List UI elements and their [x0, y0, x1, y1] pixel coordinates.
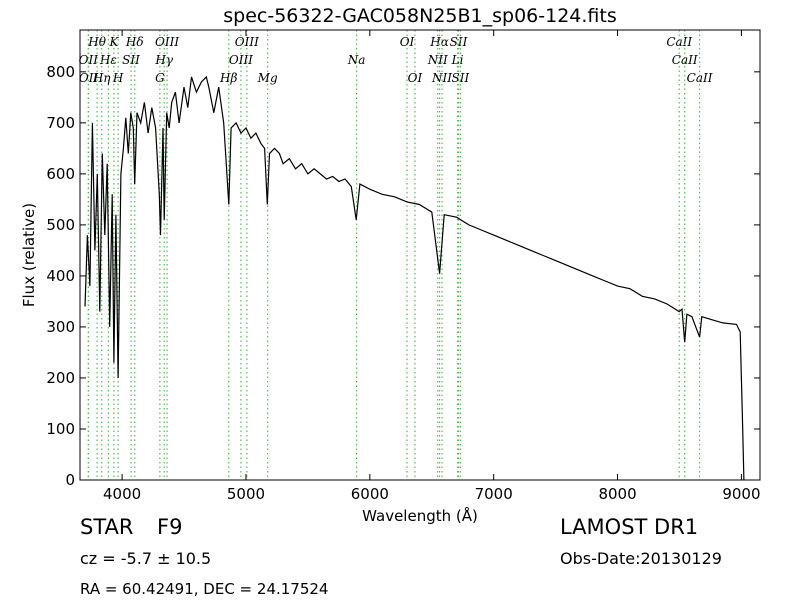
- obs-date: Obs-Date:20130129: [560, 549, 722, 568]
- line-label: Li: [451, 53, 464, 67]
- line-label: Hγ: [154, 53, 173, 67]
- y-tick-label: 100: [46, 420, 75, 438]
- x-tick-label: 4000: [103, 485, 141, 503]
- chart-title: spec-56322-GAC058N25B1_sp06-124.fits: [223, 5, 617, 27]
- line-label: SII: [452, 71, 470, 85]
- line-label: Mg: [257, 71, 278, 85]
- spectrum: [84, 75, 745, 481]
- line-label: NII: [431, 71, 452, 85]
- line-label: OIII: [235, 35, 259, 49]
- x-axis-label: Wavelength (Å): [362, 506, 478, 525]
- x-tick-label: 8000: [598, 485, 636, 503]
- line-label: NII: [427, 53, 448, 67]
- class-label: STAR: [80, 515, 133, 539]
- y-tick-label: 0: [65, 471, 75, 489]
- y-tick-label: 700: [46, 114, 75, 132]
- survey: LAMOST DR1: [560, 515, 698, 539]
- line-label: OII: [79, 71, 99, 85]
- x-tick-label: 6000: [351, 485, 389, 503]
- line-label: CaII: [672, 53, 698, 67]
- line-label: OIII: [155, 35, 179, 49]
- line-label: K: [108, 35, 119, 49]
- line-label: Hη: [92, 71, 111, 85]
- subclass: F9: [157, 515, 182, 539]
- redshift: cz = -5.7 ± 10.5: [80, 549, 211, 568]
- line-label: G: [155, 71, 165, 85]
- line-label: Hβ: [219, 71, 237, 85]
- line-label: Hδ: [125, 35, 144, 49]
- line-label: Hθ: [87, 35, 106, 49]
- coordinates: RA = 60.42491, DEC = 24.17524: [80, 580, 328, 598]
- x-tick-label: 7000: [475, 485, 513, 503]
- line-label: CaII: [687, 71, 713, 85]
- line-label: OII: [79, 53, 99, 67]
- line-label: Hε: [99, 53, 117, 67]
- y-tick-label: 300: [46, 318, 75, 336]
- line-label: CaII: [666, 35, 692, 49]
- line-label: OI: [408, 71, 423, 85]
- line-label: Na: [347, 53, 366, 67]
- x-tick-label: 9000: [722, 485, 760, 503]
- plot-frame: [79, 29, 761, 481]
- y-axis-label: Flux (relative): [20, 203, 38, 307]
- line-label: OIII: [229, 53, 253, 67]
- y-tick-label: 500: [46, 216, 75, 234]
- line-label: SII: [450, 35, 468, 49]
- y-tick-label: 400: [46, 267, 75, 285]
- line-label: SII: [122, 53, 140, 67]
- y-tick-label: 800: [46, 63, 75, 81]
- y-tick-label: 200: [46, 369, 75, 387]
- x-tick-label: 5000: [227, 485, 265, 503]
- y-tick-label: 600: [46, 165, 75, 183]
- line-label: Hα: [429, 35, 449, 49]
- line-label: H: [112, 71, 124, 85]
- line-label: OI: [400, 35, 415, 49]
